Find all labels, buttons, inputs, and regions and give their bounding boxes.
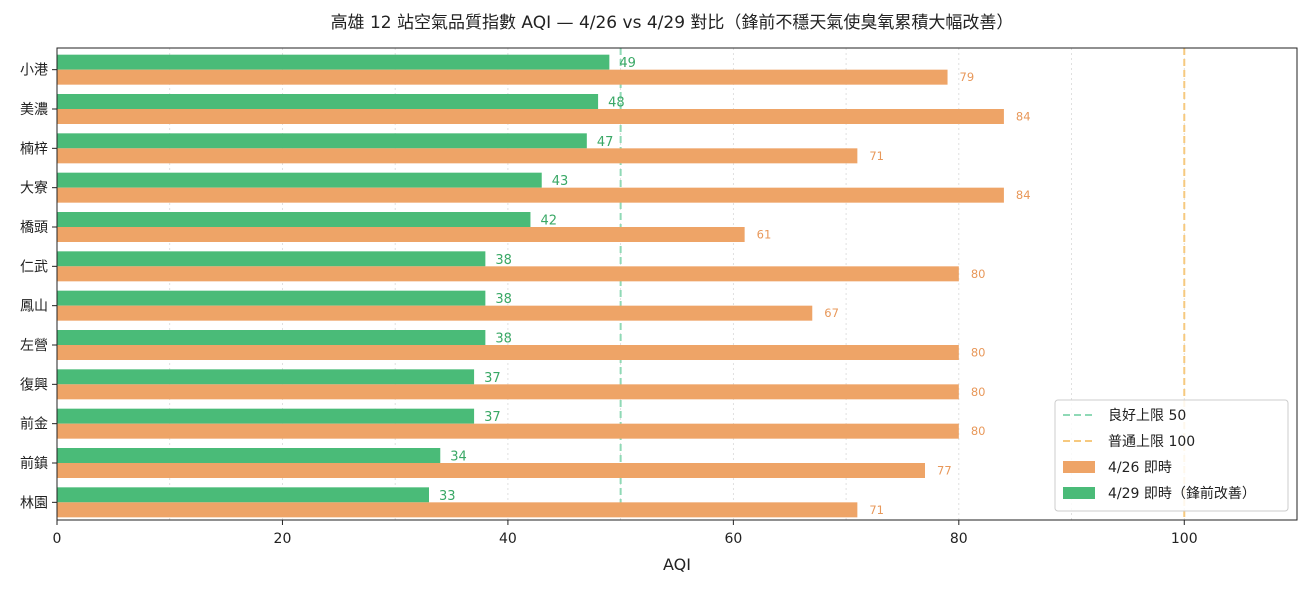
data-label-0426: 80 xyxy=(971,346,986,360)
data-label-0429: 38 xyxy=(495,292,512,307)
bar-0426 xyxy=(57,148,858,164)
data-labels: 49 79 48 84 47 71 43 84 42 61 38 80 38 67 38 80 37 80 37 80… xyxy=(439,56,1031,517)
y-tick-label: 鳳山 xyxy=(20,299,48,315)
bar-0429 xyxy=(57,408,475,424)
x-tick-label: 60 xyxy=(724,531,742,547)
bar-0426 xyxy=(57,266,959,282)
legend-swatch xyxy=(1063,461,1095,473)
bar-0426 xyxy=(57,69,948,85)
x-axis-label: AQI xyxy=(663,555,691,574)
data-label-0426: 67 xyxy=(824,306,839,320)
data-label-0429: 33 xyxy=(439,489,456,504)
x-tick-label: 20 xyxy=(274,531,292,547)
bar-0429 xyxy=(57,251,486,267)
legend-swatch xyxy=(1063,487,1095,499)
bar-0426 xyxy=(57,305,813,321)
y-tick-label: 小港 xyxy=(20,63,48,79)
data-label-0429: 38 xyxy=(495,253,512,268)
chart-title: 高雄 12 站空氣品質指數 AQI — 4/26 vs 4/29 對比（鋒前不穩… xyxy=(331,12,1014,33)
y-tick-label: 楠梓 xyxy=(20,141,48,157)
bar-0426 xyxy=(57,384,959,400)
legend-label: 4/29 即時（鋒前改善） xyxy=(1108,485,1256,502)
y-tick-label: 大寮 xyxy=(20,180,48,197)
bar-0429 xyxy=(57,448,441,463)
x-tick-label: 100 xyxy=(1171,531,1198,547)
data-label-0429: 47 xyxy=(597,135,614,150)
y-tick-label: 仁武 xyxy=(20,259,48,275)
y-tick-label: 前金 xyxy=(20,416,48,433)
x-tick-label: 40 xyxy=(499,531,517,547)
x-tick-label: 0 xyxy=(53,531,62,547)
data-label-0429: 37 xyxy=(484,410,501,425)
data-label-0429: 37 xyxy=(484,371,501,386)
bar-0429 xyxy=(57,172,542,188)
data-label-0426: 71 xyxy=(869,149,884,163)
bar-0429 xyxy=(57,290,486,306)
reference-lines xyxy=(619,48,1186,520)
bar-0426 xyxy=(57,463,925,478)
data-label-0429: 42 xyxy=(540,214,557,229)
data-label-0426: 77 xyxy=(937,464,952,478)
y-tick-label: 前鎮 xyxy=(20,455,48,472)
data-label-0426: 79 xyxy=(960,70,975,84)
data-label-0429: 34 xyxy=(450,450,467,465)
y-tick-label: 橋頭 xyxy=(20,220,48,236)
bar-0426 xyxy=(57,502,858,518)
data-label-0426: 80 xyxy=(971,424,986,438)
legend-label: 良好上限 50 xyxy=(1108,408,1186,424)
data-label-0426: 80 xyxy=(971,267,986,281)
data-label-0429: 38 xyxy=(495,332,512,347)
bar-0429 xyxy=(57,54,610,70)
legend-label: 普通上限 100 xyxy=(1108,434,1195,450)
bar-0426 xyxy=(57,187,1004,203)
bar-0429 xyxy=(57,487,429,503)
bar-0429 xyxy=(57,330,486,345)
y-tick-label: 左營 xyxy=(20,338,48,354)
y-tick-label: 美濃 xyxy=(20,102,48,118)
data-label-0426: 84 xyxy=(1016,188,1031,202)
data-label-0426: 61 xyxy=(757,228,772,242)
bar-0426 xyxy=(57,109,1004,124)
y-tick-label: 林園 xyxy=(20,495,48,511)
plot-frame xyxy=(56,47,1298,521)
x-tick-label: 80 xyxy=(950,531,968,547)
legend-label: 4/26 即時 xyxy=(1108,460,1172,476)
bars xyxy=(57,54,1004,518)
bar-0426 xyxy=(57,227,745,242)
data-label-0426: 84 xyxy=(1016,110,1031,124)
y-tick-label: 復興 xyxy=(20,376,48,393)
bar-0426 xyxy=(57,345,959,360)
data-label-0426: 71 xyxy=(869,503,884,517)
data-label-0429: 49 xyxy=(619,56,636,71)
data-label-0426: 80 xyxy=(971,385,986,399)
legend: 良好上限 50 普通上限 100 4/26 即時 4/29 即時（鋒前改善） xyxy=(1054,399,1289,512)
data-label-0429: 48 xyxy=(608,96,625,111)
legend-box xyxy=(1054,399,1289,512)
bar-0429 xyxy=(57,369,475,385)
bar-0429 xyxy=(57,94,599,109)
bar-0429 xyxy=(57,212,531,227)
bar-0429 xyxy=(57,133,587,149)
bar-0426 xyxy=(57,423,959,439)
data-label-0429: 43 xyxy=(552,174,569,189)
